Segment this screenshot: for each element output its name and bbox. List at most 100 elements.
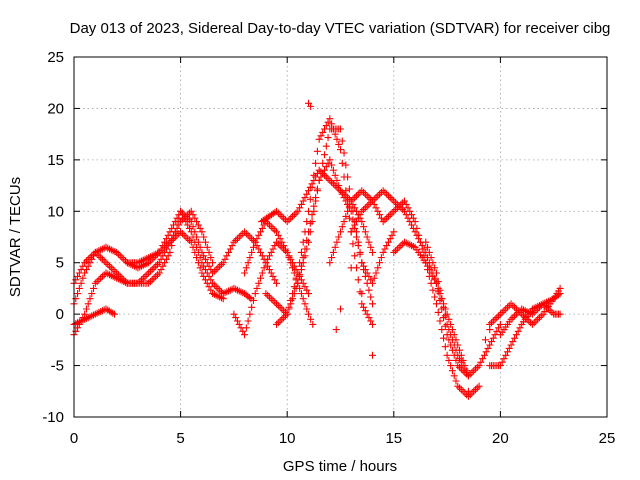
data-point: [72, 320, 80, 328]
data-point: [178, 230, 186, 238]
data-point: [290, 283, 298, 291]
data-point: [349, 224, 357, 232]
data-point: [473, 384, 481, 392]
data-point: [337, 228, 344, 236]
data-point: [441, 305, 449, 313]
data-point: [457, 358, 465, 366]
data-point: [248, 248, 256, 256]
data-point: [235, 320, 243, 328]
data-point: [438, 295, 446, 303]
data-point: [335, 140, 343, 148]
y-tick-label: 10: [47, 203, 64, 220]
data-point: [303, 236, 311, 244]
data-point: [351, 204, 359, 212]
series-track-l: [326, 187, 439, 284]
data-point: [390, 207, 398, 215]
data-point: [450, 372, 458, 380]
data-point: [338, 137, 346, 145]
data-point: [228, 242, 236, 250]
data-point: [91, 310, 99, 318]
data-point: [340, 218, 348, 226]
data-point: [276, 211, 284, 219]
data-point: [372, 194, 380, 202]
data-point: [97, 254, 105, 262]
data-point: [194, 259, 202, 267]
data-point: [235, 233, 243, 241]
data-point: [333, 183, 341, 191]
data-point: [212, 291, 220, 299]
data-point: [269, 272, 277, 280]
data-point: [274, 231, 282, 239]
data-point: [392, 206, 400, 214]
data-point: [100, 257, 108, 265]
data-point: [283, 218, 291, 226]
data-point: [91, 279, 99, 287]
data-point: [390, 197, 398, 205]
data-point: [466, 391, 474, 399]
data-point: [114, 250, 122, 258]
data-point: [244, 231, 252, 239]
data-point: [242, 324, 250, 332]
data-point: [514, 327, 522, 335]
data-point: [122, 257, 130, 265]
data-point: [532, 317, 540, 325]
data-point: [217, 260, 225, 268]
data-point: [368, 248, 376, 256]
data-point: [363, 192, 371, 200]
data-point: [484, 344, 492, 352]
data-point: [189, 243, 197, 251]
data-point: [185, 209, 193, 217]
y-tick-labels: -10 -5 0 5 10 15 20 25: [42, 49, 64, 426]
data-point: [328, 161, 336, 169]
data-point: [422, 238, 430, 246]
data-point: [198, 269, 206, 277]
data-point: [189, 211, 197, 219]
data-point: [301, 283, 309, 291]
data-point: [345, 214, 353, 222]
data-point: [392, 199, 400, 207]
data-point: [287, 259, 295, 267]
data-point: [408, 242, 416, 250]
plot-frame: [73, 56, 608, 418]
data-point: [440, 300, 448, 308]
data-point: [267, 269, 275, 277]
data-point: [313, 187, 321, 195]
data-point: [145, 254, 153, 262]
data-point: [493, 314, 501, 322]
data-point: [452, 356, 460, 364]
data-point: [98, 245, 106, 253]
data-point: [196, 224, 204, 232]
data-point: [424, 243, 432, 251]
data-point: [512, 305, 520, 313]
data-point: [241, 228, 249, 236]
data-point: [468, 389, 476, 397]
data-point: [111, 248, 119, 256]
data-point: [420, 245, 428, 253]
data-point: [97, 274, 105, 282]
data-point: [258, 252, 266, 260]
data-point: [456, 346, 464, 354]
data-point: [505, 344, 513, 352]
data-point: [93, 309, 101, 317]
data-point: [246, 310, 254, 318]
data-point: [232, 236, 240, 244]
data-point: [185, 236, 193, 244]
data-point: [408, 221, 416, 229]
series-track-r: [496, 287, 562, 339]
data-point: [177, 218, 185, 226]
data-point: [226, 286, 234, 294]
axis-ticks: [73, 56, 608, 418]
data-point: [198, 228, 206, 236]
data-point: [296, 204, 304, 212]
data-point: [230, 238, 238, 246]
data-point: [285, 303, 293, 311]
data-point: [84, 314, 92, 322]
data-point: [365, 286, 373, 294]
data-point: [214, 284, 222, 292]
data-point: [331, 243, 339, 251]
data-point: [436, 317, 444, 325]
data-point: [136, 278, 144, 286]
data-point: [328, 254, 336, 262]
data-point: [193, 254, 201, 262]
data-point: [305, 238, 313, 246]
